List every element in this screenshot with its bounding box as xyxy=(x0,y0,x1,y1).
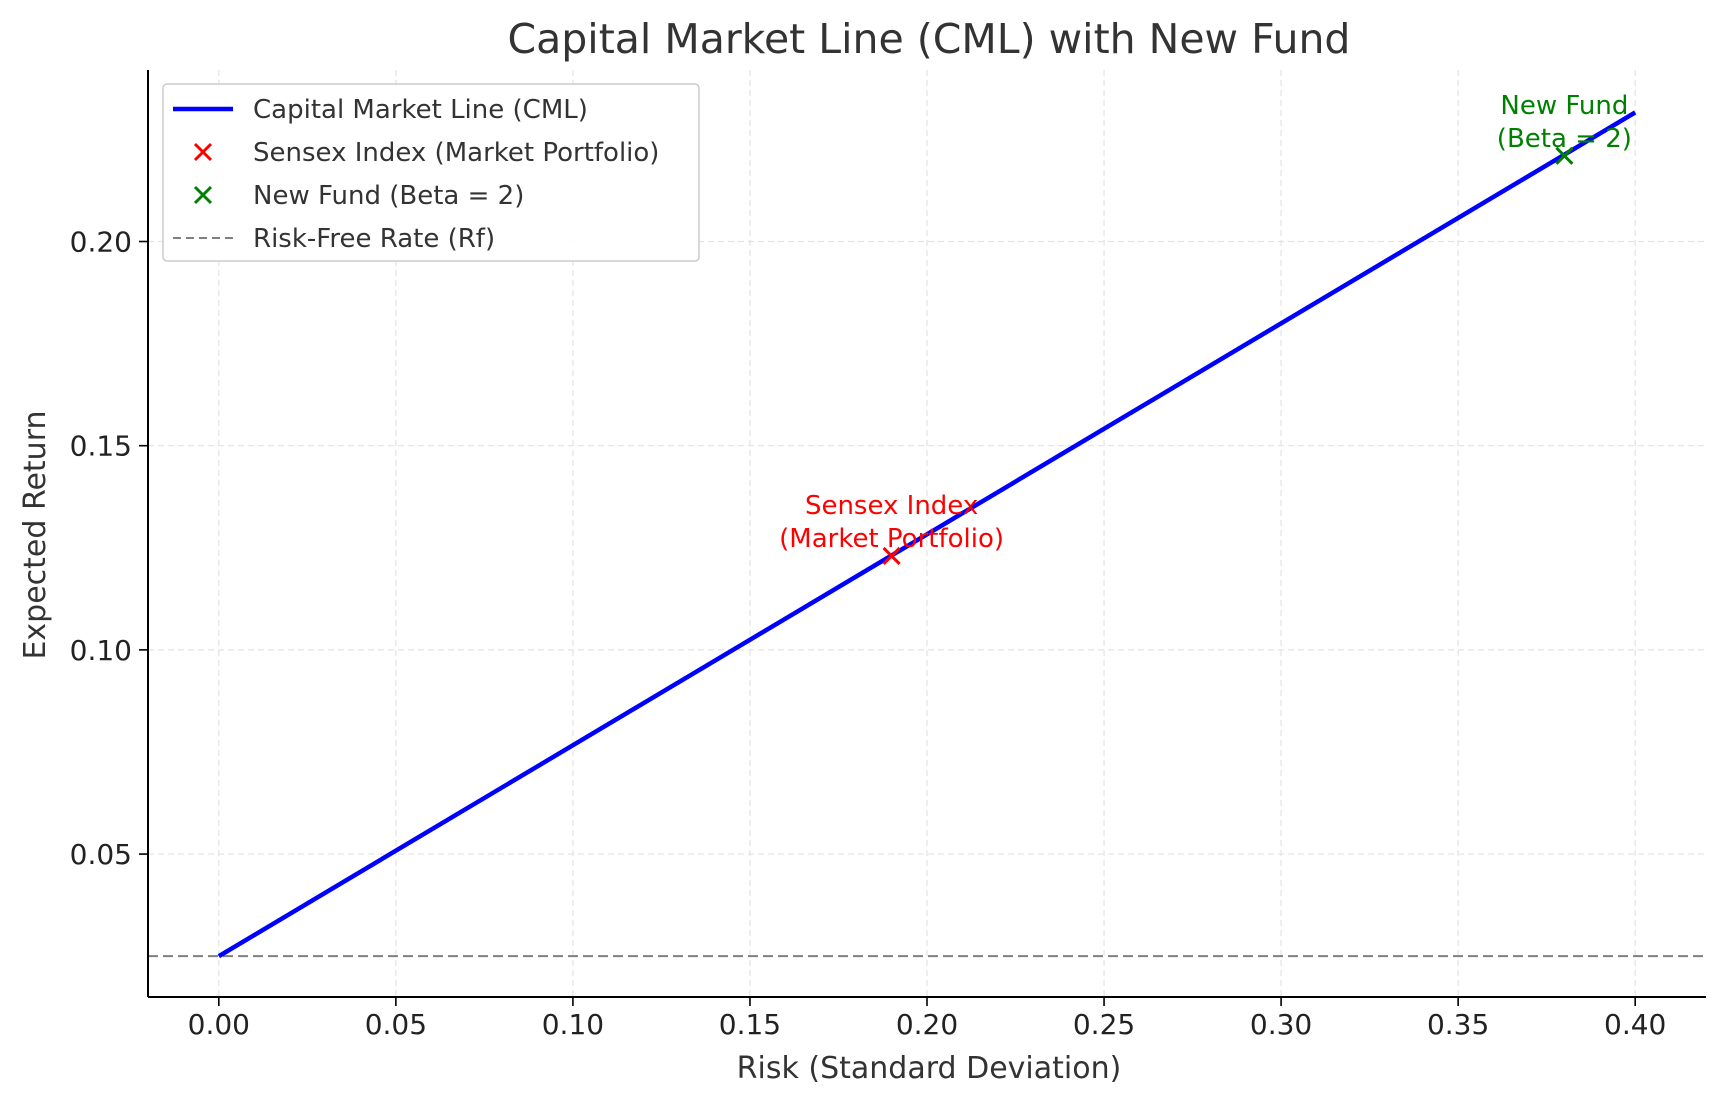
legend-handle-marker xyxy=(193,185,213,205)
y-tick-label: 0.10 xyxy=(70,634,132,667)
y-tick-label: 0.20 xyxy=(70,226,132,259)
legend-label: New Fund (Beta = 2) xyxy=(253,181,524,211)
x-tick-label: 0.00 xyxy=(188,1008,250,1041)
x-tick-label: 0.30 xyxy=(1250,1008,1312,1041)
marker-stroke xyxy=(882,546,901,566)
x-axis-label: Risk (Standard Deviation) xyxy=(737,1051,1122,1086)
sensex-index-marker xyxy=(882,546,901,566)
chart-title: Capital Market Line (CML) with New Fund xyxy=(508,15,1351,63)
legend-label: Sensex Index (Market Portfolio) xyxy=(253,138,659,168)
y-axis-label: Expected Return xyxy=(18,410,53,659)
legend-handle-marker xyxy=(193,142,213,162)
series-layer xyxy=(217,110,1637,959)
y-tick-label: 0.05 xyxy=(70,838,132,871)
sensex-index-annotation-line: Sensex Index xyxy=(805,491,978,521)
marker-stroke xyxy=(193,142,213,162)
legend-box xyxy=(162,83,700,262)
ticks-layer: 0.00 0.05 0.10 0.15 0.20 0.25 0.30 0.35 0.40 0.05… xyxy=(70,226,1667,1041)
x-tick-label: 0.15 xyxy=(719,1008,781,1041)
cml-line xyxy=(217,110,1637,959)
sensex-index-annotation-line: (Market Portfolio) xyxy=(779,524,1004,554)
x-tick-label: 0.40 xyxy=(1604,1008,1666,1041)
legend: Capital Market Line (CML) Sensex Index (M… xyxy=(162,83,700,262)
new-fund-marker xyxy=(1555,146,1574,165)
new-fund-annotation-line: (Beta = 2) xyxy=(1497,124,1632,154)
x-tick-label: 0.25 xyxy=(1073,1008,1135,1041)
x-tick-label: 0.05 xyxy=(365,1008,427,1041)
x-tick-label: 0.10 xyxy=(542,1008,604,1041)
legend-label: Risk-Free Rate (Rf) xyxy=(253,224,495,254)
new-fund-annotation-line: New Fund xyxy=(1500,91,1628,121)
marker-stroke xyxy=(1555,146,1574,165)
annotation-layer: Sensex Index(Market Portfolio) New Fund(B… xyxy=(779,91,1632,554)
legend-label: Capital Market Line (CML) xyxy=(253,95,588,125)
x-tick-label: 0.20 xyxy=(896,1008,958,1041)
y-tick-label: 0.15 xyxy=(70,430,132,463)
marker-stroke xyxy=(193,185,213,205)
x-tick-label: 0.35 xyxy=(1427,1008,1489,1041)
